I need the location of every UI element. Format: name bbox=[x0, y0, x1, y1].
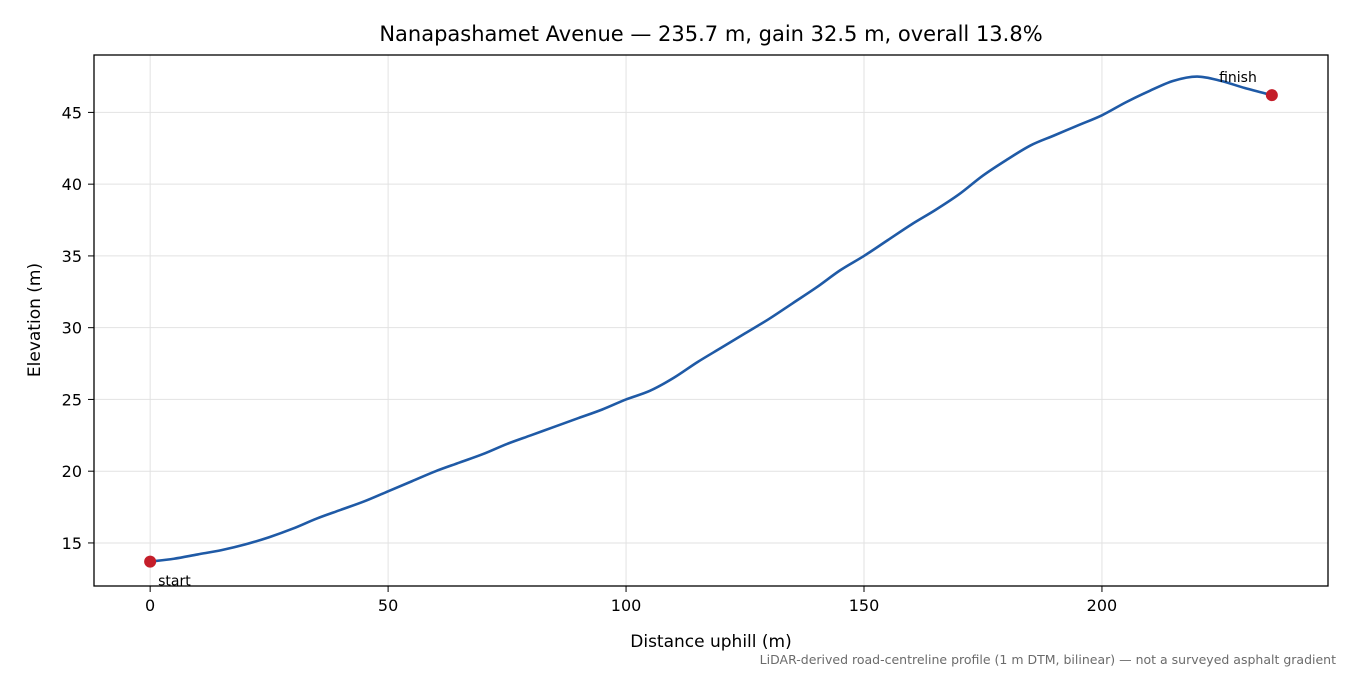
y-tick-label: 30 bbox=[62, 319, 82, 338]
chart-title: Nanapashamet Avenue — 235.7 m, gain 32.5… bbox=[379, 22, 1042, 46]
marker-start bbox=[144, 555, 157, 568]
y-tick-label: 45 bbox=[62, 103, 82, 122]
x-tick-label: 50 bbox=[378, 596, 398, 615]
x-tick-label: 100 bbox=[611, 596, 642, 615]
endpoint-markers: start finish bbox=[144, 70, 1278, 590]
y-tick-label: 20 bbox=[62, 462, 82, 481]
y-tick-label: 15 bbox=[62, 534, 82, 553]
y-tick-label: 40 bbox=[62, 175, 82, 194]
x-tick-label: 200 bbox=[1087, 596, 1118, 615]
y-tick-label: 35 bbox=[62, 247, 82, 266]
series-line-elevation bbox=[148, 75, 1274, 563]
x-axis-ticks: 0 50 100 150 200 bbox=[145, 586, 1117, 615]
marker-finish bbox=[1265, 89, 1278, 102]
footnote: LiDAR-derived road-centreline profile (1… bbox=[760, 652, 1336, 667]
y-tick-label: 25 bbox=[62, 390, 82, 409]
x-axis-label: Distance uphill (m) bbox=[630, 632, 791, 652]
x-tick-label: 0 bbox=[145, 596, 155, 615]
x-tick-label: 150 bbox=[849, 596, 880, 615]
grid bbox=[94, 55, 1328, 586]
marker-label-start: start bbox=[158, 574, 191, 590]
plot-frame bbox=[93, 54, 1329, 587]
y-axis-ticks: 15 20 25 30 35 40 45 bbox=[62, 103, 94, 553]
y-axis-label: Elevation (m) bbox=[25, 263, 45, 377]
marker-label-finish: finish bbox=[1219, 70, 1257, 86]
